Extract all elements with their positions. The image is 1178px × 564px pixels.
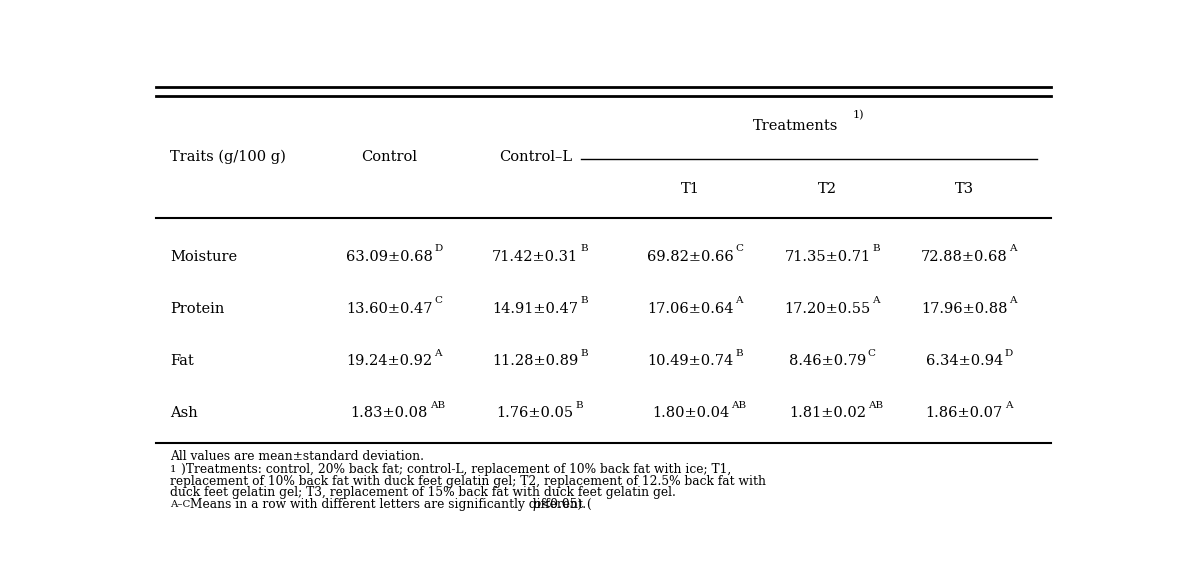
- Text: Means in a row with different letters are significantly different (: Means in a row with different letters ar…: [190, 497, 591, 510]
- Text: 71.42±0.31: 71.42±0.31: [492, 250, 578, 263]
- Text: B: B: [872, 244, 880, 253]
- Text: 6.34±0.94: 6.34±0.94: [926, 354, 1002, 368]
- Text: 17.20±0.55: 17.20±0.55: [785, 302, 871, 316]
- Text: B: B: [580, 297, 588, 305]
- Text: replacement of 10% back fat with duck feet gelatin gel; T2, replacement of 12.5%: replacement of 10% back fat with duck fe…: [170, 475, 766, 488]
- Text: 17.06±0.64: 17.06±0.64: [647, 302, 734, 316]
- Text: duck feet gelatin gel; T3, replacement of 15% back fat with duck feet gelatin ge: duck feet gelatin gel; T3, replacement o…: [170, 486, 676, 499]
- Text: )Treatments: control, 20% back fat; control-L, replacement of 10% back fat with : )Treatments: control, 20% back fat; cont…: [181, 463, 732, 476]
- Text: D: D: [1005, 349, 1013, 358]
- Text: B: B: [580, 244, 588, 253]
- Text: Ash: Ash: [170, 406, 198, 420]
- Text: Control–L: Control–L: [498, 149, 571, 164]
- Text: A–C: A–C: [170, 500, 191, 509]
- Text: AB: AB: [430, 400, 445, 409]
- Text: 10.49±0.74: 10.49±0.74: [648, 354, 734, 368]
- Text: 1.76±0.05: 1.76±0.05: [497, 406, 574, 420]
- Text: Traits (g/100 g): Traits (g/100 g): [170, 149, 286, 164]
- Text: <0.05).: <0.05).: [541, 497, 587, 510]
- Text: 1.81±0.02: 1.81±0.02: [789, 406, 866, 420]
- Text: 17.96±0.88: 17.96±0.88: [921, 302, 1007, 316]
- Text: 71.35±0.71: 71.35±0.71: [785, 250, 871, 263]
- Text: Fat: Fat: [170, 354, 194, 368]
- Text: 72.88±0.68: 72.88±0.68: [921, 250, 1007, 263]
- Text: Protein: Protein: [170, 302, 225, 316]
- Text: AB: AB: [730, 400, 746, 409]
- Text: B: B: [576, 400, 583, 409]
- Text: A: A: [1010, 244, 1017, 253]
- Text: Control: Control: [362, 149, 417, 164]
- Text: 1.86±0.07: 1.86±0.07: [926, 406, 1002, 420]
- Text: T2: T2: [818, 182, 836, 196]
- Text: T1: T1: [681, 182, 700, 196]
- Text: A: A: [1005, 400, 1012, 409]
- Text: C: C: [735, 244, 743, 253]
- Text: p: p: [532, 497, 541, 510]
- Text: AB: AB: [868, 400, 882, 409]
- Text: Moisture: Moisture: [170, 250, 237, 263]
- Text: 63.09±0.68: 63.09±0.68: [346, 250, 432, 263]
- Text: B: B: [735, 349, 743, 358]
- Text: 1.83±0.08: 1.83±0.08: [351, 406, 428, 420]
- Text: B: B: [581, 349, 588, 358]
- Text: 1: 1: [170, 465, 177, 474]
- Text: A: A: [873, 297, 880, 305]
- Text: 69.82±0.66: 69.82±0.66: [647, 250, 734, 263]
- Text: 1.80±0.04: 1.80±0.04: [651, 406, 729, 420]
- Text: A: A: [1010, 297, 1017, 305]
- Text: All values are mean±standard deviation.: All values are mean±standard deviation.: [170, 450, 424, 463]
- Text: C: C: [868, 349, 876, 358]
- Text: D: D: [435, 244, 443, 253]
- Text: Treatments: Treatments: [753, 120, 838, 133]
- Text: C: C: [435, 297, 442, 305]
- Text: 1): 1): [853, 111, 865, 121]
- Text: 8.46±0.79: 8.46±0.79: [789, 354, 866, 368]
- Text: 19.24±0.92: 19.24±0.92: [346, 354, 432, 368]
- Text: A: A: [434, 349, 442, 358]
- Text: 11.28±0.89: 11.28±0.89: [492, 354, 578, 368]
- Text: 14.91±0.47: 14.91±0.47: [492, 302, 578, 316]
- Text: T3: T3: [955, 182, 974, 196]
- Text: A: A: [735, 297, 743, 305]
- Text: 13.60±0.47: 13.60±0.47: [346, 302, 432, 316]
